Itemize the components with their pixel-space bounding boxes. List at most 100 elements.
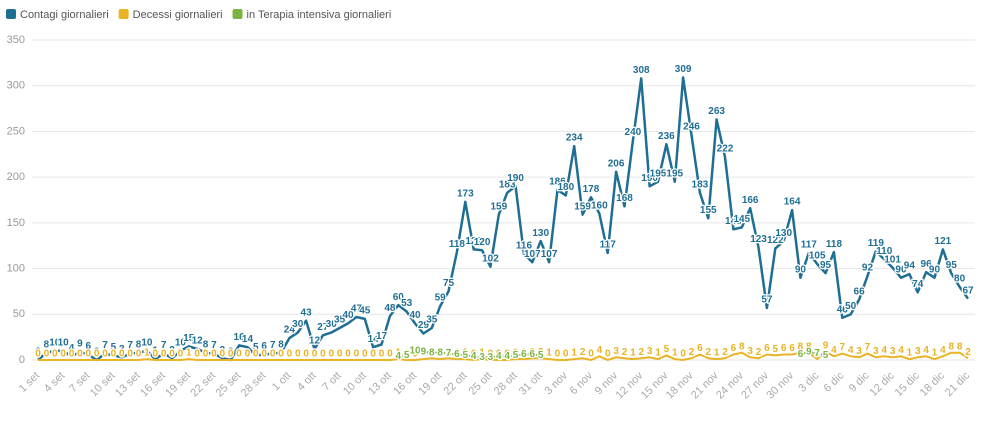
data-label: 3	[119, 344, 125, 355]
data-label: 0	[220, 349, 226, 360]
data-label: 8	[437, 347, 443, 358]
x-tick-label: 21 dic	[943, 369, 973, 399]
x-tick-label: 16 set	[138, 370, 168, 400]
data-label: 57	[761, 295, 773, 306]
data-label: 1	[144, 348, 150, 359]
data-label: 3	[647, 346, 653, 357]
data-label: 1	[395, 348, 401, 359]
data-label: 0	[312, 349, 318, 360]
data-label: 180	[557, 182, 574, 193]
data-label: 2	[220, 345, 226, 356]
y-tick-label: 300	[7, 80, 25, 92]
data-label: 101	[884, 254, 901, 265]
data-label: 190	[507, 173, 524, 184]
data-label: 6	[697, 343, 703, 354]
data-label: 16	[234, 332, 246, 343]
x-tick-label: 22 set	[188, 370, 218, 400]
data-label: 1	[546, 348, 552, 359]
data-label: 145	[733, 214, 750, 225]
data-label: 90	[895, 264, 907, 275]
data-label: 7	[161, 340, 167, 351]
data-label: 0	[270, 349, 276, 360]
data-label: 123	[750, 234, 767, 245]
data-label: 8	[203, 339, 209, 350]
data-label: 2	[705, 347, 711, 358]
x-tick-label: 18 nov	[664, 369, 696, 401]
x-tick-label: 4 set	[42, 370, 67, 395]
data-label: 8	[798, 341, 804, 352]
data-label: 8	[739, 341, 745, 352]
data-label: 206	[608, 158, 625, 169]
data-label: 1	[437, 348, 443, 359]
data-label: 1	[630, 348, 636, 359]
x-tick-label: 13 set	[113, 370, 143, 400]
data-label: 90	[795, 264, 807, 275]
data-label: 0	[337, 349, 343, 360]
data-label: 96	[921, 259, 933, 270]
data-label: 92	[862, 263, 874, 274]
data-label: 30	[326, 319, 338, 330]
data-label: 110	[876, 246, 893, 257]
data-label: 186	[549, 177, 566, 188]
data-label: 102	[482, 253, 499, 264]
data-label: 24	[284, 325, 296, 336]
data-label: 1	[421, 348, 427, 359]
data-label: 5	[404, 350, 410, 361]
x-tick-label: 30 nov	[764, 369, 796, 401]
data-label: 195	[666, 168, 683, 179]
data-label: 14	[368, 334, 380, 345]
data-label: 7	[840, 342, 846, 353]
y-tick-label: 150	[7, 217, 25, 229]
data-label: 2	[429, 347, 435, 358]
data-label: 10	[141, 337, 153, 348]
data-label: 1	[571, 348, 577, 359]
data-label: 0	[328, 349, 334, 360]
data-label: 60	[393, 292, 405, 303]
data-label: 143	[725, 216, 742, 227]
data-label: 3	[488, 352, 494, 363]
data-label: 2	[689, 347, 695, 358]
data-label: 119	[868, 238, 885, 249]
data-label: 0	[119, 349, 125, 360]
data-label: 9	[823, 340, 829, 351]
data-label: 0	[127, 349, 133, 360]
data-label: 2	[580, 347, 586, 358]
x-tick-label: 18 dic	[918, 369, 948, 399]
data-label: 4	[881, 345, 887, 356]
data-label: 159	[490, 201, 507, 212]
data-label: 3	[915, 346, 921, 357]
data-label: 121	[465, 236, 482, 247]
data-label: 0	[379, 349, 385, 360]
data-label: 4	[940, 345, 946, 356]
x-tick-label: 1 set	[17, 370, 42, 395]
data-label: 10	[49, 337, 61, 348]
data-label: 117	[801, 240, 818, 251]
x-tick-label: 28 ott	[492, 370, 520, 398]
data-label: 1	[454, 348, 460, 359]
data-label: 10	[58, 337, 70, 348]
data-label: 75	[443, 278, 455, 289]
x-tick-label: 12 dic	[868, 369, 898, 399]
data-label: 0	[69, 349, 75, 360]
data-label: 12	[309, 336, 321, 347]
data-label: 1	[513, 348, 519, 359]
data-label: 166	[742, 195, 759, 206]
data-label: 90	[929, 264, 941, 275]
x-tick-label: 25 ott	[467, 370, 495, 398]
data-label: 0	[94, 349, 100, 360]
data-label: 3	[856, 346, 862, 357]
data-label: 0	[404, 349, 410, 360]
data-label: 6	[798, 349, 804, 360]
data-label: 0	[102, 349, 108, 360]
data-label: 5	[538, 350, 544, 361]
data-label: 0	[362, 349, 368, 360]
data-label: 7	[270, 340, 276, 351]
data-label: 40	[342, 310, 354, 321]
data-label: 0	[44, 349, 50, 360]
data-label: 5	[463, 350, 469, 361]
data-label: 3	[613, 346, 619, 357]
x-tick-label: 24 nov	[714, 369, 746, 401]
data-label: 47	[351, 304, 363, 315]
x-tick-label: 21 nov	[689, 369, 721, 401]
data-label: 0	[35, 347, 41, 358]
